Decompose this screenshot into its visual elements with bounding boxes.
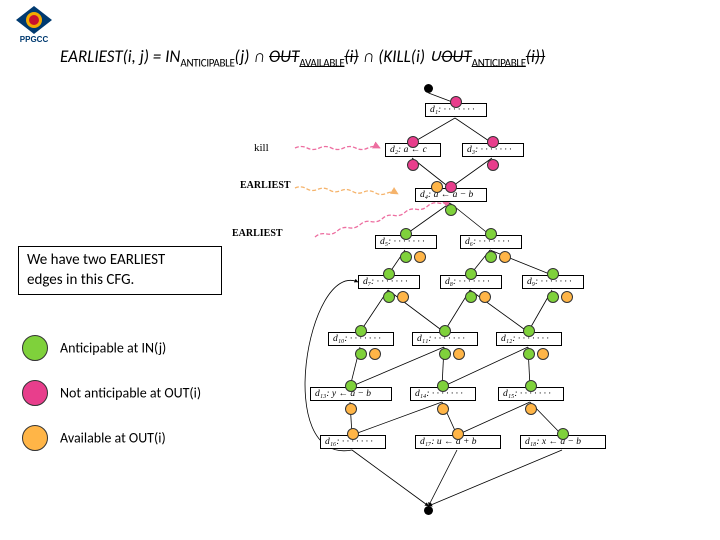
dot-d5-out-orange	[414, 251, 426, 263]
dot-d12-in-green	[523, 325, 535, 337]
edge-d16-d7-back	[305, 280, 358, 450]
swatch-green	[22, 335, 48, 361]
dot-d6-out-green	[485, 251, 497, 263]
callout-earliest-edges: We have two EARLIESTedges in this CFG.	[18, 246, 222, 295]
dot-d17-in-orange	[452, 428, 464, 440]
dot-d3-in-pink	[487, 136, 499, 148]
dot-d5-in-green	[400, 228, 412, 240]
dot-d9-in-green	[547, 268, 559, 280]
dot-d13-out-orange	[345, 403, 357, 415]
dot-d14-out-orange	[437, 403, 449, 415]
legend-anticipable-in: Anticipable at IN(j)	[22, 335, 166, 361]
dot-d2-in-pink	[407, 136, 419, 148]
dot-d15-in-green	[525, 380, 537, 392]
swatch-pink	[22, 380, 48, 406]
dot-d4-in-orange	[431, 181, 443, 193]
dot-d14-in-green	[437, 380, 449, 392]
dot-d10-out-orange	[369, 348, 381, 360]
wavy-arrow	[315, 200, 450, 237]
dot-d9-out-orange	[561, 291, 573, 303]
dot-d15-out-orange	[525, 403, 537, 415]
label-earliest-1: EARLIEST	[232, 228, 283, 239]
dot-d18-in-green	[557, 428, 569, 440]
dot-d6-out-orange	[499, 251, 511, 263]
dot-d16-in-orange	[347, 428, 359, 440]
dot-d6-in-green	[485, 228, 497, 240]
logo-text: PPGCC	[20, 35, 49, 44]
dot-d11-out-orange	[453, 348, 465, 360]
dot-d5-out-green	[400, 251, 412, 263]
dot-d8-in-green	[465, 268, 477, 280]
entry-node	[424, 84, 433, 93]
dot-d8-out-orange	[479, 291, 491, 303]
dot-d2-out-pink	[407, 159, 419, 171]
exit-node	[424, 506, 433, 515]
legend-not-anticipable-out: Not anticipable at OUT(i)	[22, 380, 201, 406]
dot-d12-out-green	[523, 348, 535, 360]
dot-d4-out-green	[445, 204, 457, 216]
swatch-orange	[22, 425, 48, 451]
edge-d15-d17	[457, 402, 530, 435]
dot-d7-out-green	[383, 291, 395, 303]
edge-d16-exit	[352, 450, 429, 506]
edge-d4-d5	[405, 203, 450, 235]
dot-d1-in-pink	[450, 96, 462, 108]
dot-d10-out-green	[355, 348, 367, 360]
dot-d4-in-pink	[445, 181, 457, 193]
cfg-diagram: kill EARLIEST EARLIEST d₁: · · · · · · ·…	[260, 80, 720, 540]
dot-d7-in-green	[383, 268, 395, 280]
wavy-arrow	[295, 187, 398, 195]
dot-d7-out-orange	[397, 291, 409, 303]
dot-d11-out-green	[439, 348, 451, 360]
formula-earliest: EARLIEST(i, j) = INANTICIPABLE(j) ∩ OUTA…	[60, 46, 545, 69]
edge-d14-d16	[352, 402, 442, 435]
dot-d8-out-green	[465, 291, 477, 303]
edge-d17-exit	[429, 450, 458, 506]
legend-available-out: Available at OUT(i)	[22, 425, 166, 451]
edge-d18-exit	[429, 450, 563, 506]
dot-d10-in-green	[355, 325, 367, 337]
label-earliest-2: EARLIEST	[240, 180, 291, 191]
dot-d3-out-pink	[487, 159, 499, 171]
logo: PPGCC	[4, 4, 64, 44]
dot-d11-in-green	[439, 325, 451, 337]
dot-d13-in-green	[345, 380, 357, 392]
dot-d9-out-green	[547, 291, 559, 303]
dot-d12-out-orange	[537, 348, 549, 360]
label-kill: kill	[254, 142, 269, 154]
wavy-arrow	[295, 147, 380, 150]
